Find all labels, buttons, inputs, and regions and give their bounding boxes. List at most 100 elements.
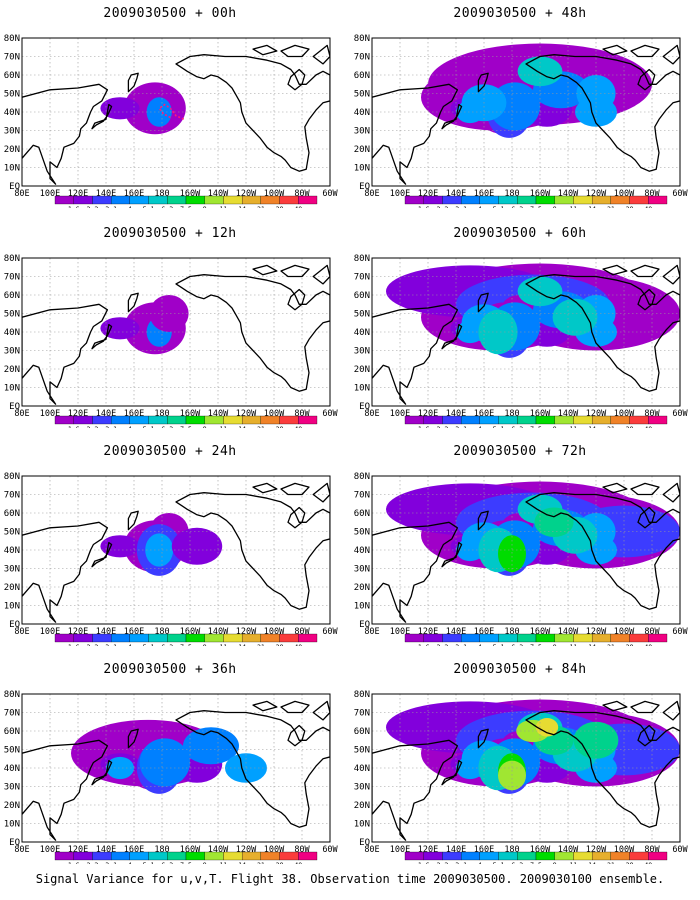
legend-swatch (479, 633, 499, 643)
latitude-label: 50N (354, 528, 370, 538)
longitude-label: 80E (14, 189, 29, 199)
coastline (280, 482, 310, 496)
legend-swatch (535, 851, 555, 861)
map-area (22, 476, 330, 624)
map-frame (371, 257, 681, 407)
legend-swatch (241, 195, 262, 205)
legend-value: 9 (553, 643, 557, 646)
legend-swatch (92, 415, 112, 425)
latitude-label: 10N (354, 384, 370, 394)
legend-swatch (148, 195, 168, 205)
legend-value: 5.1 (143, 205, 155, 208)
legend-swatch (73, 415, 93, 425)
longitude-label: 80E (364, 189, 379, 199)
legend-value: 6.3 (511, 861, 523, 864)
legend-value: 2.2 (437, 643, 449, 646)
variance-contour (149, 295, 189, 332)
legend-swatch (92, 195, 112, 205)
legend-swatch (591, 195, 612, 205)
legend-value: 14 (238, 643, 246, 646)
legend-value: 40 (644, 425, 652, 428)
latitude-label: 50N (4, 528, 20, 538)
latitude-label: 40N (354, 764, 370, 774)
legend-value: 6.3 (511, 643, 523, 646)
legend-value: 9 (553, 425, 557, 428)
longitude-label: 160W (530, 409, 551, 419)
latitude-label: 10N (4, 164, 20, 174)
coastline (637, 68, 656, 91)
latitude-label: 10N (354, 602, 370, 612)
legend-swatch (517, 195, 537, 205)
legend-swatch (573, 851, 593, 861)
coastline (525, 54, 680, 172)
legend-value: 14 (588, 643, 596, 646)
legend-value: 40 (294, 643, 302, 646)
longitude-label: 60W (672, 845, 688, 855)
latitude-label: 60N (354, 509, 370, 519)
longitude-label: 140W (558, 189, 579, 199)
longitude-label: 80E (14, 845, 29, 855)
legend-swatch (573, 415, 593, 425)
longitude-label: 160E (474, 189, 494, 199)
legend-swatch (573, 195, 593, 205)
legend-value: 21 (607, 643, 615, 646)
longitude-label: 140W (558, 627, 579, 637)
latitude-label: 70N (354, 273, 370, 283)
legend-swatch (610, 851, 630, 861)
longitude-label: 180 (504, 627, 519, 637)
latitude-label: 40N (4, 546, 20, 556)
coastline (280, 264, 310, 278)
legend-value: 9 (203, 205, 207, 208)
legend-value: 14 (588, 205, 596, 208)
longitude-label: 180 (154, 627, 169, 637)
map-panel-72h: 2009030500 + 72h 80N 70N 60N 50N 40N 30N 20N 10… (350, 438, 690, 646)
coastline (175, 274, 330, 392)
coastline (602, 264, 628, 276)
legend-swatch (460, 633, 481, 643)
longitude-label: 100E (40, 627, 60, 637)
legend-swatch (298, 851, 318, 861)
legend-value: 5.1 (493, 205, 505, 208)
latitude-label: 50N (354, 90, 370, 100)
legend-value: 1.6 (418, 425, 430, 428)
coastline (91, 103, 113, 130)
coastline (372, 521, 459, 623)
longitude-label: 180 (504, 189, 519, 199)
variance-contour (171, 527, 223, 565)
legend-swatch (129, 633, 149, 643)
legend-swatch (279, 415, 299, 425)
longitude-label: 60W (672, 189, 688, 199)
coastline (287, 68, 306, 91)
legend-swatch (423, 633, 443, 643)
longitude-label: 120W (586, 627, 607, 637)
legend-swatch (110, 195, 131, 205)
legend-value: 2.2 (437, 205, 449, 208)
longitude-label: 100E (40, 189, 60, 199)
map-frame (371, 475, 681, 625)
legend-value: 5.1 (493, 861, 505, 864)
legend-value: 14 (238, 205, 246, 208)
latitude-label: 60N (4, 291, 20, 301)
variance-contour (106, 756, 134, 780)
legend-value: 40 (644, 643, 652, 646)
legend-value: 4 (478, 425, 482, 428)
longitude-label: 140E (446, 845, 466, 855)
legend-value: 1.6 (418, 861, 430, 864)
coastline (662, 482, 680, 503)
longitude-label: 80W (644, 189, 660, 199)
latitude-label: EQ (9, 838, 20, 848)
legend-swatch (129, 195, 149, 205)
longitude-label: 140W (208, 189, 229, 199)
latitude-label: 30N (4, 127, 20, 137)
longitude-label: 160W (530, 627, 551, 637)
latitude-label: 20N (4, 801, 20, 811)
latitude-label: 70N (354, 709, 370, 719)
map-area (372, 258, 680, 406)
latitude-label: 20N (354, 365, 370, 375)
legend-swatch (591, 633, 612, 643)
latitude-label: 10N (4, 602, 20, 612)
longitude-label: 120W (236, 409, 257, 419)
legend-swatch (223, 415, 243, 425)
longitude-label: 100W (264, 845, 285, 855)
